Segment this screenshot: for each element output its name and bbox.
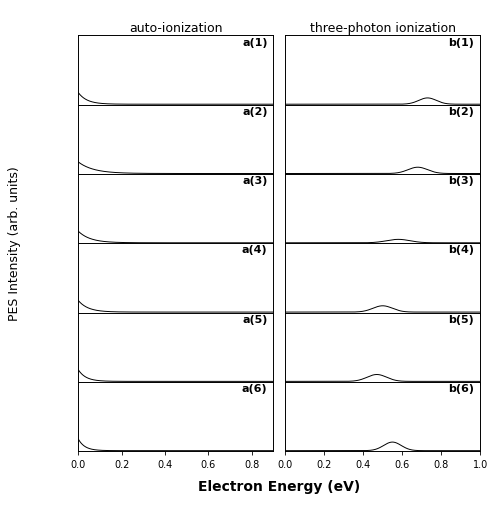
Text: a(6): a(6) — [242, 384, 268, 394]
Text: a(1): a(1) — [242, 38, 268, 48]
Text: a(5): a(5) — [242, 315, 268, 324]
Text: PES Intensity (arb. units): PES Intensity (arb. units) — [8, 166, 21, 321]
Title: auto-ionization: auto-ionization — [129, 22, 222, 35]
Text: Electron Energy (eV): Electron Energy (eV) — [198, 480, 361, 494]
Text: b(6): b(6) — [448, 384, 474, 394]
Text: a(3): a(3) — [242, 176, 268, 186]
Text: b(1): b(1) — [448, 38, 474, 48]
Text: b(4): b(4) — [448, 245, 474, 256]
Text: a(4): a(4) — [242, 245, 268, 256]
Text: b(5): b(5) — [449, 315, 474, 324]
Text: b(2): b(2) — [448, 107, 474, 117]
Text: a(2): a(2) — [242, 107, 268, 117]
Title: three-photon ionization: three-photon ionization — [310, 22, 456, 35]
Text: b(3): b(3) — [449, 176, 474, 186]
